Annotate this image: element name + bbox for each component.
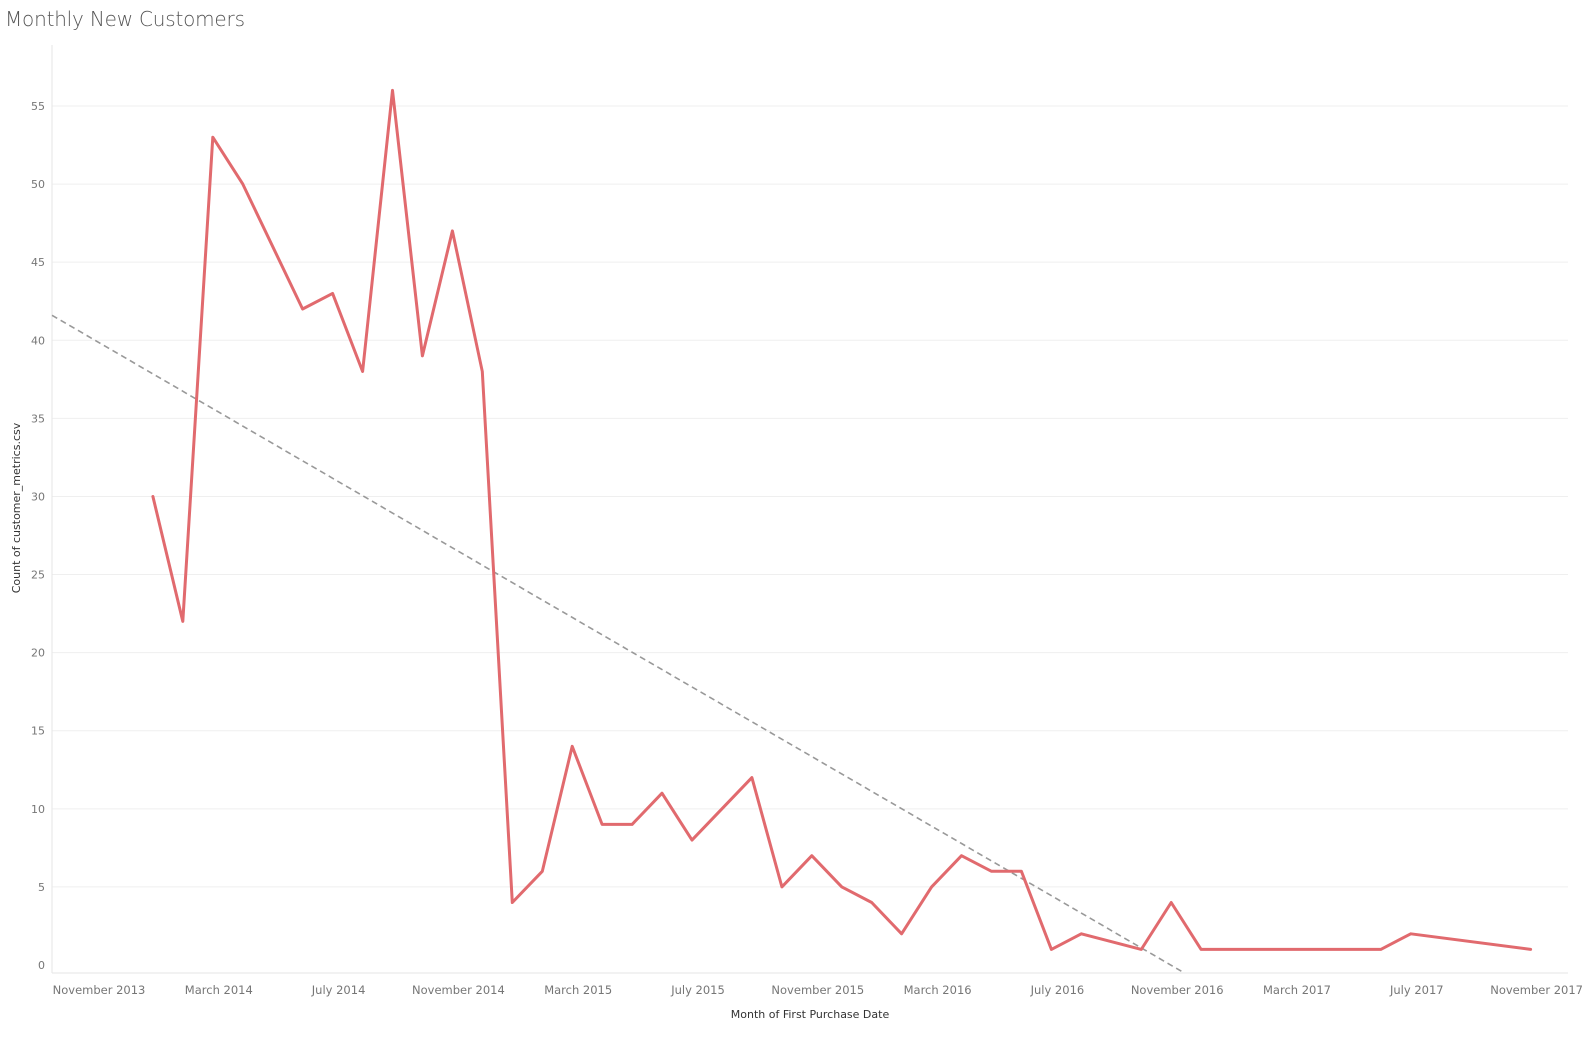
chart-title: Monthly New Customers	[5, 7, 245, 31]
x-tick-label: July 2014	[311, 983, 366, 997]
data-point[interactable]	[990, 870, 993, 873]
y-tick-label: 30	[31, 490, 45, 503]
y-tick-label: 50	[31, 178, 45, 191]
data-point[interactable]	[1409, 932, 1412, 935]
data-point[interactable]	[631, 823, 634, 826]
x-tick-label: July 2016	[1030, 983, 1085, 997]
y-axis-title: Count of customer_metrics.csv	[10, 422, 23, 593]
series-line	[151, 88, 1533, 951]
data-point[interactable]	[571, 745, 574, 748]
x-axis-title: Month of First Purchase Date	[731, 1008, 890, 1021]
x-tick-label: March 2016	[904, 983, 972, 997]
data-point[interactable]	[840, 885, 843, 888]
data-point[interactable]	[511, 901, 514, 904]
y-tick-label: 5	[38, 881, 45, 894]
y-tick-label: 45	[31, 256, 45, 269]
y-tick-label: 15	[31, 725, 45, 738]
data-point[interactable]	[361, 370, 364, 373]
data-point[interactable]	[930, 885, 933, 888]
data-point[interactable]	[1140, 948, 1143, 951]
trend-layer	[51, 314, 1185, 974]
data-point[interactable]	[750, 776, 753, 779]
data-point[interactable]	[810, 854, 813, 857]
data-point[interactable]	[960, 854, 963, 857]
data-point[interactable]	[1020, 870, 1023, 873]
data-point[interactable]	[1050, 948, 1053, 951]
y-tick-label: 35	[31, 412, 45, 425]
data-point[interactable]	[1170, 901, 1173, 904]
x-tick-label: November 2017	[1490, 983, 1583, 997]
trend-line	[51, 314, 1185, 974]
data-point[interactable]	[870, 901, 873, 904]
data-point[interactable]	[391, 89, 394, 92]
data-point[interactable]	[301, 308, 304, 311]
data-point[interactable]	[661, 792, 664, 795]
data-point[interactable]	[421, 354, 424, 357]
data-point[interactable]	[481, 370, 484, 373]
data-point[interactable]	[1200, 948, 1203, 951]
grid-lines	[52, 105, 1568, 888]
x-tick-label: November 2014	[412, 983, 505, 997]
data-point[interactable]	[1529, 948, 1532, 951]
y-tick-label: 10	[31, 803, 45, 816]
data-point[interactable]	[211, 136, 214, 139]
y-tick-label: 25	[31, 569, 45, 582]
x-tick-label: July 2017	[1389, 983, 1444, 997]
data-point[interactable]	[601, 823, 604, 826]
data-point[interactable]	[151, 495, 154, 498]
x-tick-label: March 2014	[185, 983, 253, 997]
data-point[interactable]	[541, 870, 544, 873]
data-point[interactable]	[1080, 932, 1083, 935]
data-point[interactable]	[780, 885, 783, 888]
data-point[interactable]	[900, 932, 903, 935]
data-point[interactable]	[181, 620, 184, 623]
data-point[interactable]	[241, 183, 244, 186]
y-tick-label: 40	[31, 334, 45, 347]
y-tick-label: 20	[31, 647, 45, 660]
data-point[interactable]	[691, 839, 694, 842]
x-tick-label: November 2015	[771, 983, 864, 997]
y-axis-ticks: 0 5 10 15 20 25 30 35 40 45 50 55	[31, 100, 45, 972]
y-tick-label: 55	[31, 100, 45, 113]
x-tick-label: November 2016	[1131, 983, 1224, 997]
data-point[interactable]	[451, 229, 454, 232]
x-tick-label: July 2015	[670, 983, 725, 997]
x-axis-ticks: November 2013 March 2014 July 2014 November…	[53, 983, 1583, 997]
x-tick-label: March 2015	[544, 983, 612, 997]
y-tick-label: 0	[38, 959, 45, 972]
x-tick-label: March 2017	[1263, 983, 1331, 997]
series-layer	[151, 88, 1533, 951]
x-tick-label: November 2013	[53, 983, 146, 997]
data-point[interactable]	[1379, 948, 1382, 951]
data-point[interactable]	[331, 292, 334, 295]
